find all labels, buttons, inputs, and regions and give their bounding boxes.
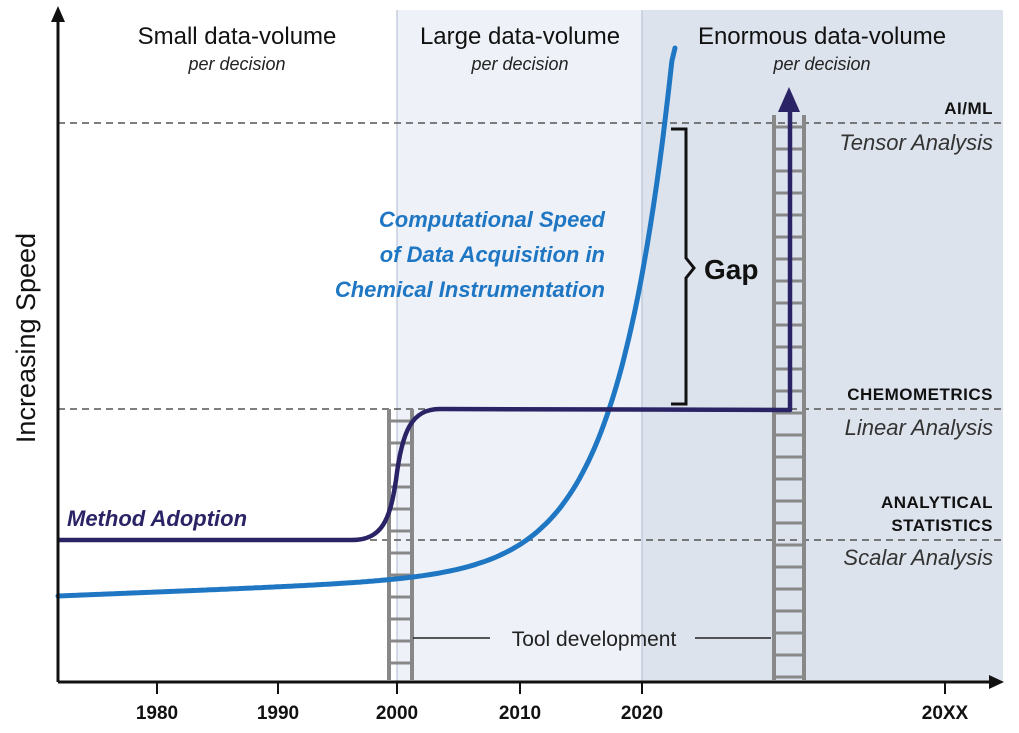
region-subtitle: per decision <box>772 54 870 74</box>
gap-label: Gap <box>704 254 758 285</box>
method-adoption-arrowhead <box>778 87 800 112</box>
y-axis-arrow <box>51 6 65 22</box>
series-label: Method Adoption <box>67 506 247 531</box>
tool-development-label: Tool development <box>512 628 677 651</box>
y-axis-label: Increasing Speed <box>11 233 41 443</box>
series-label: of Data Acquisition in <box>380 242 605 267</box>
x-ticks: 1980 1990 2000 2010 2020 20XX <box>136 682 969 724</box>
level-subtitle: Scalar Analysis <box>843 545 993 570</box>
x-tick-label: 1980 <box>136 703 178 724</box>
ladder-20xx <box>772 115 806 680</box>
level-subtitle: Linear Analysis <box>845 415 993 440</box>
series-label: Chemical Instrumentation <box>335 277 605 302</box>
series-line-computational-speed <box>55 45 678 599</box>
x-tick-label: 2020 <box>621 703 663 724</box>
region-subtitle: per decision <box>470 54 568 74</box>
series-line-method-adoption <box>58 110 793 543</box>
region-small-data <box>58 10 397 682</box>
level-caption: ANALYTICAL <box>881 493 993 512</box>
region-title: Large data-volume <box>420 23 620 50</box>
series-label: Computational Speed <box>379 207 606 232</box>
level-subtitle: Tensor Analysis <box>839 130 993 155</box>
level-caption: CHEMOMETRICS <box>847 385 993 404</box>
gap-bracket <box>671 127 696 406</box>
region-title: Enormous data-volume <box>698 23 946 50</box>
x-tick-label: 20XX <box>922 703 969 724</box>
level-caption: STATISTICS <box>891 516 993 535</box>
region-large-data <box>397 10 642 682</box>
level-caption: AI/ML <box>944 99 993 118</box>
ladder-2000 <box>387 409 414 680</box>
x-tick-label: 2000 <box>376 703 418 724</box>
region-subtitle: per decision <box>187 54 285 74</box>
region-enormous-data <box>642 10 1003 682</box>
x-tick-label: 2010 <box>499 703 541 724</box>
x-axis-arrow <box>989 675 1004 689</box>
region-title: Small data-volume <box>138 23 337 50</box>
x-tick-label: 1990 <box>257 703 299 724</box>
